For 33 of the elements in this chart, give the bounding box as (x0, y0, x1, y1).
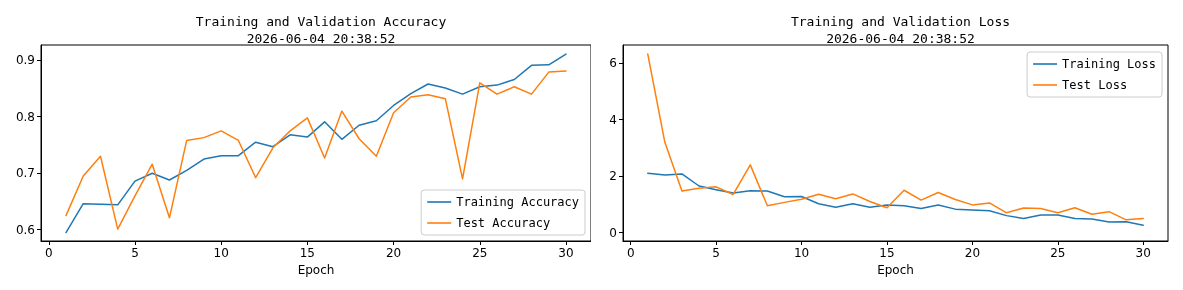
chart-subtitle: 2026-06-04 20:38:52 (826, 31, 975, 46)
y-tick-label: 0.7 (15, 166, 35, 181)
x-tick-label: 5 (131, 246, 139, 260)
legend-label: Test Accuracy (456, 216, 551, 230)
x-tick-label: 25 (1050, 246, 1066, 260)
x-tick-label: 20 (964, 246, 981, 260)
x-axis-title: Epoch (877, 262, 914, 277)
y-tick-label: 6 (609, 56, 617, 71)
legend-label: Test Loss (1062, 78, 1128, 92)
x-tick-label: 25 (472, 246, 488, 260)
x-tick-label: 10 (793, 246, 810, 260)
x-tick-label: 30 (1135, 246, 1151, 260)
y-tick-label: 0.8 (15, 109, 35, 124)
x-tick-label: 15 (879, 246, 895, 260)
line-series (647, 172, 1144, 226)
legend-label: Training Accuracy (456, 195, 580, 209)
y-tick-label: 4 (609, 112, 617, 127)
x-tick-label: 0 (626, 246, 635, 260)
x-tick-label: 5 (712, 246, 720, 260)
y-tick-label: 2 (609, 169, 617, 184)
x-tick-label: 20 (385, 246, 402, 260)
x-tick-label: 10 (213, 246, 229, 260)
chart-subtitle: 2026-06-04 20:38:52 (246, 31, 396, 46)
x-tick-label: 0 (44, 246, 53, 260)
legend-label: Training Loss (1062, 57, 1156, 71)
x-tick-label: 15 (299, 246, 316, 260)
y-tick-label: 0.6 (15, 222, 35, 237)
x-tick-label: 30 (558, 246, 574, 260)
chart-title: Training and Validation Accuracy (195, 14, 447, 29)
y-tick-label: 0.9 (15, 53, 35, 68)
x-axis-title: Epoch (297, 262, 335, 277)
y-tick-label: 0 (609, 225, 617, 240)
chart-title: Training and Validation Loss (790, 14, 1011, 29)
